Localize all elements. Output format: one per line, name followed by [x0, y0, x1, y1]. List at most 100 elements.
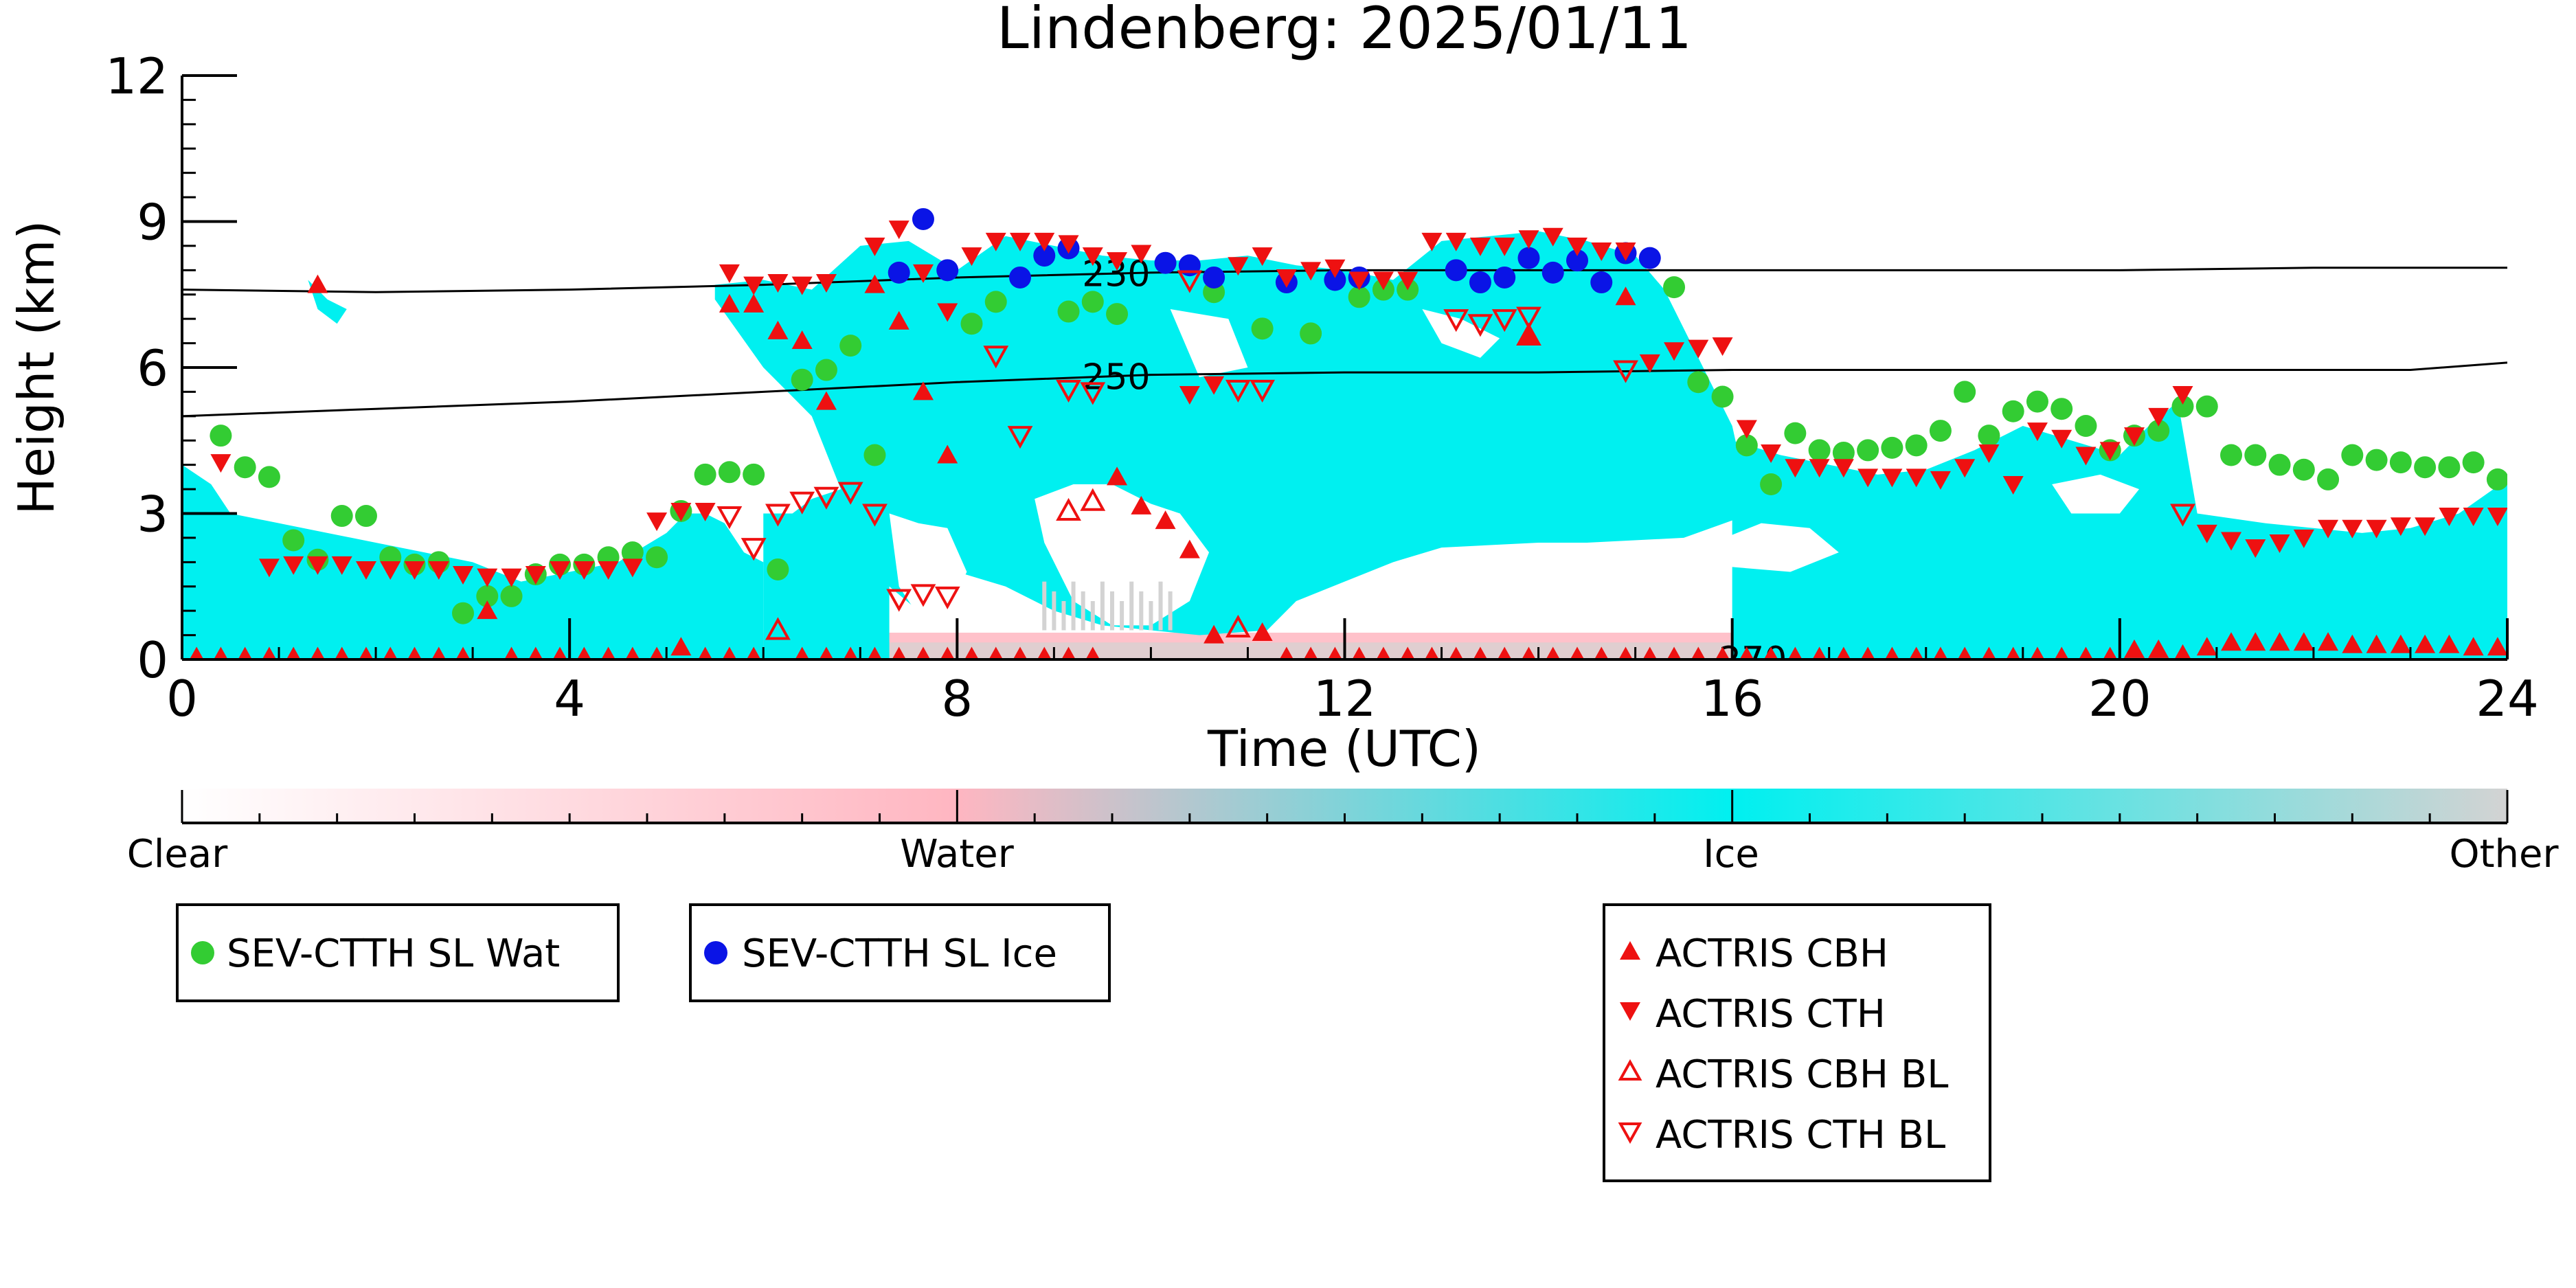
- actris-cth-marker: [1954, 459, 1976, 478]
- actris-cth-marker: [2196, 524, 2217, 543]
- sev-ctth-sl-wat-marker: [1081, 291, 1104, 313]
- actris-cth-marker: [210, 454, 231, 473]
- actris-cth-bl-marker: [1613, 360, 1638, 383]
- actris-cth-marker: [864, 237, 885, 256]
- actris-cth-bl-marker: [1516, 306, 1541, 330]
- contour-label-250: 250: [1082, 357, 1150, 398]
- sev-ctth-sl-wat-marker: [500, 585, 523, 607]
- sev-ctth-sl-wat-marker: [1881, 436, 1903, 459]
- actris-cbh-surface-marker: [214, 646, 228, 659]
- actris-cbh-surface-marker: [1303, 646, 1318, 659]
- actris-cbh-surface-marker: [238, 646, 252, 659]
- actris-cbh-surface-marker: [795, 646, 809, 659]
- actris-cbh-surface-marker: [1642, 646, 1658, 659]
- actris-cth-marker: [1494, 237, 1515, 256]
- actris-cbh-surface-marker: [1788, 646, 1803, 659]
- legend-marker-cth-bl: [1618, 1122, 1642, 1144]
- clear-hole-2: [1170, 309, 1248, 378]
- actris-cbh-surface-marker: [1594, 646, 1609, 659]
- actris-cth-marker: [2221, 532, 2242, 551]
- actris-cbh-surface-marker: [2079, 646, 2093, 659]
- actris-cbh-marker: [477, 600, 498, 620]
- actris-cbh-surface-marker: [2030, 646, 2045, 659]
- legend-actris: ACTRIS CBH ACTRIS CTH ACTRIS CBH BL ACTR…: [1603, 903, 1991, 1182]
- sev-ctth-sl-ice-marker: [1638, 247, 1661, 269]
- actris-cbh-surface-marker: [1957, 646, 1972, 659]
- actris-cth-marker: [1469, 237, 1491, 256]
- actris-cth-marker: [2415, 517, 2436, 536]
- actris-cbh-surface-marker: [1885, 646, 1899, 659]
- actris-cth-bl-marker: [1225, 379, 1251, 403]
- clear-hole-5: [2052, 474, 2140, 514]
- x-tick-label: 20: [2088, 670, 2151, 727]
- actris-cth-marker: [2463, 508, 2484, 527]
- x-axis-label: Time (UTC): [1207, 720, 1481, 778]
- actris-cth-bl-marker: [2170, 504, 2195, 527]
- actris-cth-marker: [1445, 232, 1467, 251]
- sev-ctth-sl-wat-marker: [2341, 444, 2364, 466]
- actris-cth-bl-marker: [1177, 270, 1203, 293]
- actris-cth-bl-marker: [1491, 309, 1517, 332]
- actris-cth-marker: [1567, 237, 1588, 256]
- actris-cbh-marker: [2245, 632, 2266, 651]
- actris-cth-marker: [404, 561, 425, 580]
- actris-cbh-bl-marker: [765, 617, 791, 640]
- actris-cth-marker: [1542, 227, 1563, 247]
- actris-cth-marker: [719, 264, 740, 283]
- actris-cbh-marker: [2390, 634, 2411, 653]
- sev-ctth-sl-wat-marker: [354, 505, 377, 528]
- actris-cth-marker: [1518, 230, 1539, 249]
- legend-wat: SEV-CTTH SL Wat: [176, 903, 620, 1002]
- actris-cth-marker: [1010, 232, 1031, 251]
- actris-cbh-surface-marker: [1546, 646, 1561, 659]
- sev-ctth-sl-wat-marker: [1711, 385, 1734, 408]
- sev-ctth-sl-wat-marker: [452, 602, 475, 624]
- actris-cbh-marker: [815, 391, 837, 410]
- sev-ctth-sl-wat-marker: [1978, 425, 2000, 447]
- actris-cbh-marker: [767, 320, 789, 339]
- x-tick-label: 16: [1701, 670, 1764, 727]
- sev-ctth-sl-wat-marker: [476, 585, 499, 607]
- actris-cth-marker: [550, 561, 571, 580]
- actris-cbh-surface-marker: [262, 646, 277, 659]
- actris-cbh-surface-marker: [1618, 646, 1633, 659]
- actris-cth-marker: [1058, 235, 1079, 254]
- sev-ctth-sl-wat-marker: [2244, 444, 2267, 466]
- actris-cth-marker: [767, 274, 789, 293]
- actris-cbh-marker: [912, 381, 934, 400]
- actris-cbh-surface-marker: [1328, 646, 1342, 659]
- actris-cbh-surface-marker: [431, 646, 447, 659]
- actris-cth-marker: [1930, 471, 1951, 490]
- actris-cth-marker: [2439, 508, 2460, 527]
- actris-cbh-marker: [670, 637, 692, 656]
- actris-cbh-surface-marker: [1909, 646, 1923, 659]
- sev-ctth-sl-wat-marker: [1348, 286, 1370, 308]
- actris-cth-bl-marker: [934, 586, 960, 610]
- sev-ctth-sl-wat-marker: [1929, 420, 1952, 442]
- actris-cbh-surface-marker: [1836, 646, 1851, 659]
- sev-ctth-sl-wat-marker: [2050, 398, 2073, 420]
- sev-ctth-sl-ice-marker: [1154, 251, 1177, 274]
- actris-cth-marker: [2366, 519, 2387, 539]
- actris-cbh-surface-marker: [1812, 646, 1827, 659]
- sev-ctth-sl-wat-marker: [2438, 456, 2461, 479]
- actris-cth-marker: [1639, 354, 1660, 373]
- actris-cbh-surface-marker: [746, 646, 761, 659]
- actris-cth-marker: [1688, 339, 1709, 359]
- sev-ctth-sl-ice-marker: [1590, 271, 1613, 294]
- cloud-height-markers: [189, 207, 2507, 659]
- actris-cbh-marker: [2415, 634, 2436, 653]
- actris-cth-marker: [1082, 247, 1103, 267]
- actris-cth-bl-marker: [813, 486, 839, 510]
- colorbar-label-other: Other: [2449, 832, 2559, 877]
- actris-cth-marker: [1591, 242, 1612, 261]
- sev-ctth-sl-ice-marker: [1445, 259, 1467, 282]
- legend-ice: SEV-CTTH SL Ice: [689, 903, 1111, 1002]
- sev-ctth-sl-wat-marker: [2268, 453, 2291, 476]
- actris-cbh-surface-marker: [1739, 646, 1754, 659]
- actris-cbh-surface-marker: [189, 646, 204, 659]
- sev-ctth-sl-wat-marker: [863, 444, 886, 466]
- actris-cbh-surface-marker: [843, 646, 858, 659]
